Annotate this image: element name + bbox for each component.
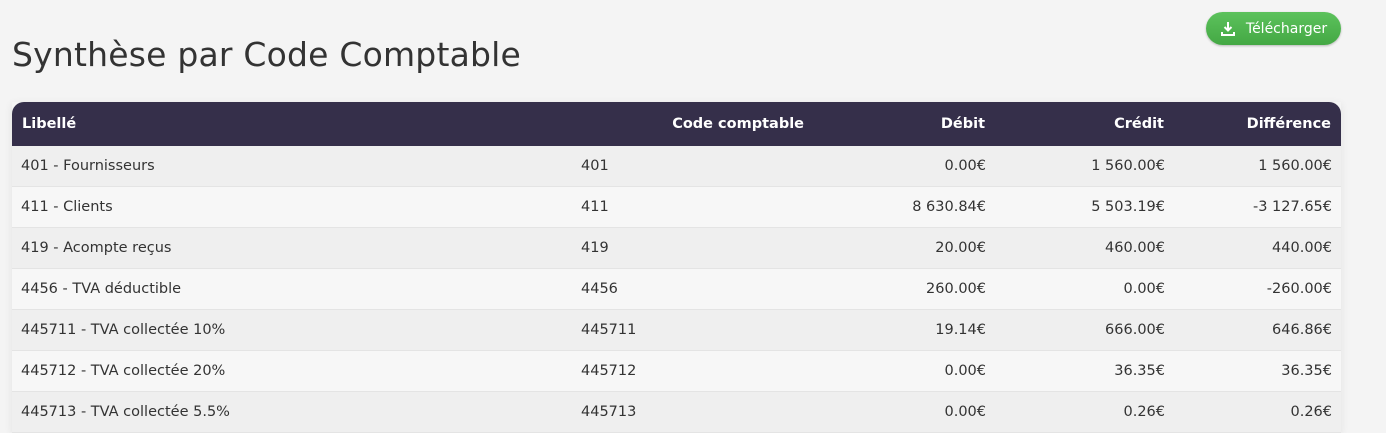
column-header: Différence: [1174, 102, 1341, 146]
table-cell: 0.00€: [814, 351, 995, 392]
table-row: 401 - Fournisseurs 401 0.00€ 1 560.00€ 1 560…: [12, 146, 1341, 187]
table-row: 4456 - TVA déductible 4456 260.00€ 0.00€ -26…: [12, 269, 1341, 310]
table-body: 401 - Fournisseurs 401 0.00€ 1 560.00€ 1 560…: [12, 146, 1341, 433]
download-label: Télécharger: [1245, 20, 1328, 37]
column-header: Libellé: [12, 102, 572, 146]
table-cell: 1 560.00€: [995, 146, 1174, 187]
table-cell: 0.26€: [1174, 392, 1341, 433]
column-header: Crédit: [995, 102, 1174, 146]
table-cell: 419: [572, 228, 814, 269]
page-title: Synthèse par Code Comptable: [12, 35, 522, 74]
table-cell: 666.00€: [995, 310, 1174, 351]
table-cell: 445711 - TVA collectée 10%: [12, 310, 572, 351]
table-cell: 411: [572, 187, 814, 228]
table-cell: 445713: [572, 392, 814, 433]
table-cell: -260.00€: [1174, 269, 1341, 310]
table-cell: 36.35€: [1174, 351, 1341, 392]
table-cell: 646.86€: [1174, 310, 1341, 351]
table-cell: 440.00€: [1174, 228, 1341, 269]
table-cell: 401: [572, 146, 814, 187]
table-cell: 19.14€: [814, 310, 995, 351]
download-button[interactable]: Télécharger: [1206, 12, 1341, 45]
header-row: Libellé Code comptable Débit Crédit Différen…: [12, 102, 1341, 146]
table-row: 445713 - TVA collectée 5.5% 445713 0.00€ 0.…: [12, 392, 1341, 433]
table-cell: 0.00€: [995, 269, 1174, 310]
table-cell: 5 503.19€: [995, 187, 1174, 228]
table-cell: 8 630.84€: [814, 187, 995, 228]
table-cell: 445712 - TVA collectée 20%: [12, 351, 572, 392]
table-cell: 411 - Clients: [12, 187, 572, 228]
summary-table: Libellé Code comptable Débit Crédit Différen…: [12, 102, 1341, 433]
column-header: Débit: [814, 102, 995, 146]
download-icon: [1220, 21, 1235, 36]
table-cell: 4456 - TVA déductible: [12, 269, 572, 310]
table-cell: 445713 - TVA collectée 5.5%: [12, 392, 572, 433]
table-cell: 4456: [572, 269, 814, 310]
table-row: 419 - Acompte reçus 419 20.00€ 460.00€ 440.0…: [12, 228, 1341, 269]
table-cell: 36.35€: [995, 351, 1174, 392]
table-cell: 1 560.00€: [1174, 146, 1341, 187]
table-row: 445712 - TVA collectée 20% 445712 0.00€ 36.…: [12, 351, 1341, 392]
table-row: 411 - Clients 411 8 630.84€ 5 503.19€ -3 127…: [12, 187, 1341, 228]
table-cell: 401 - Fournisseurs: [12, 146, 572, 187]
table-cell: 20.00€: [814, 228, 995, 269]
table-cell: 445712: [572, 351, 814, 392]
table-cell: 445711: [572, 310, 814, 351]
table-row: 445711 - TVA collectée 10% 445711 19.14€ 66…: [12, 310, 1341, 351]
page: {"header": {"title": "Synthèse par Code …: [12, 12, 1341, 433]
table-cell: 419 - Acompte reçus: [12, 228, 572, 269]
table-cell: 0.26€: [995, 392, 1174, 433]
table-cell: 0.00€: [814, 146, 995, 187]
table-cell: 460.00€: [995, 228, 1174, 269]
table-cell: 0.00€: [814, 392, 995, 433]
table-cell: -3 127.65€: [1174, 187, 1341, 228]
column-header: Code comptable: [572, 102, 814, 146]
table-cell: 260.00€: [814, 269, 995, 310]
